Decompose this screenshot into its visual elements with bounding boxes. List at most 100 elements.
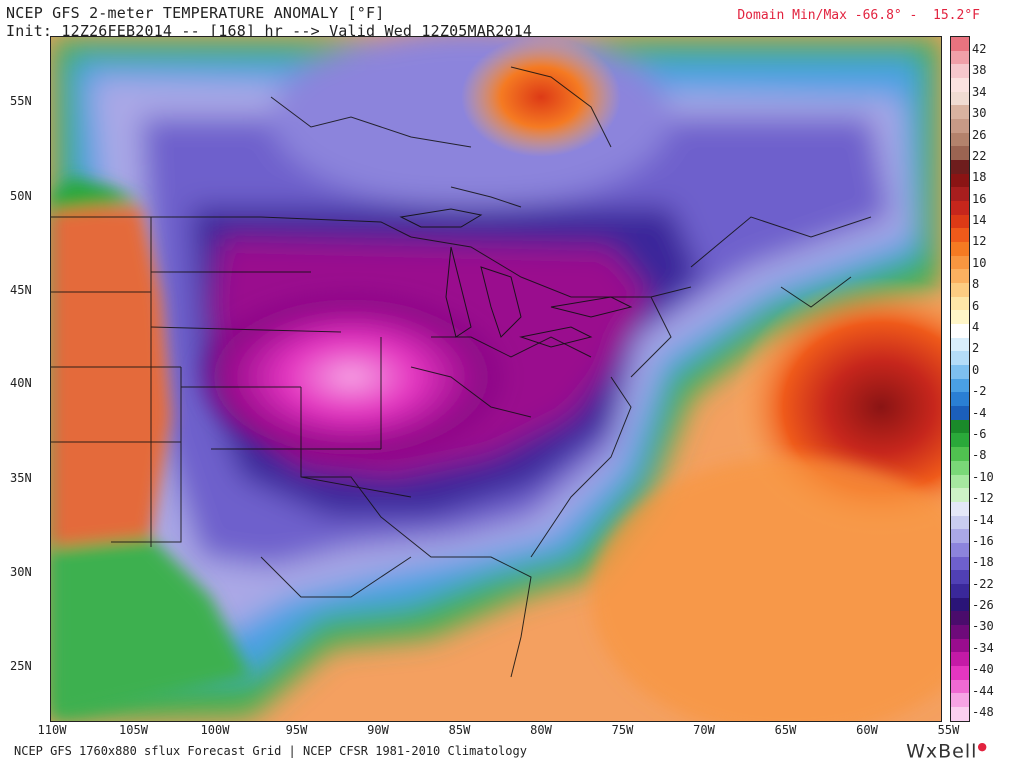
longitude-label: 95W [285,723,308,737]
color-scale-label: -8 [972,448,987,463]
color-scale-swatch [951,624,969,639]
color-scale-swatch [951,255,969,270]
color-scale-swatch [951,214,969,229]
color-scale-label: 4 [972,320,980,335]
color-scale-swatch [951,515,969,530]
color-scale-label: 16 [972,191,987,206]
color-scale-label: 22 [972,148,987,163]
color-scale-label: -44 [972,683,994,698]
color-scale-label: -30 [972,619,994,634]
color-scale-label: -48 [972,705,994,719]
longitude-label: 80W [530,723,552,737]
color-scale-swatch [951,638,969,653]
latitude-label: 40N [10,376,32,390]
longitude-label: 70W [693,723,715,737]
color-scale-label: 34 [972,84,987,99]
anomaly-field [51,37,941,721]
color-scale-label: 30 [972,106,987,121]
latitude-label: 50N [10,189,32,203]
longitude-label: 100W [200,723,230,737]
color-scale-swatch [951,119,969,133]
color-scale-label: -6 [972,426,987,441]
color-scale-label: 2 [972,341,980,356]
longitude-label: 60W [856,723,878,737]
longitude-label: 65W [774,723,797,737]
color-scale-swatch [951,447,969,461]
color-scale-swatch [951,187,969,202]
color-scale-swatch [951,529,969,543]
map-subtitle: Init: 12Z26FEB2014 -- [168] hr --> Valid… [6,22,533,40]
color-scale-swatch [951,37,969,51]
latitude-label: 35N [10,471,32,485]
color-scale-swatch [951,583,969,598]
color-scale-swatch [951,365,969,379]
cold-anomaly-core [191,287,511,467]
color-scale-swatch [951,105,969,120]
color-scale-swatch [951,378,969,393]
longitude-label: 110W [37,723,67,737]
color-scale-swatch [951,597,969,612]
color-scale-swatch [951,146,969,161]
logo-dot-icon: ● [977,740,988,753]
latitude-label: 30N [10,565,32,579]
footer-note: NCEP GFS 1760x880 sflux Forecast Grid | … [14,744,527,758]
color-scale [950,36,970,722]
color-scale-swatch [951,351,969,366]
color-scale-label: 18 [972,170,987,185]
color-scale-swatch [951,50,969,65]
color-scale-swatch [951,337,969,352]
map-title: NCEP GFS 2-meter TEMPERATURE ANOMALY [°F… [6,4,385,22]
color-scale-swatch [951,419,969,434]
latitude-label: 45N [10,283,32,297]
color-scale-swatch [951,228,969,243]
color-scale-swatch [951,310,969,325]
boundary-lines [51,66,872,678]
color-scale-label: -22 [972,576,994,591]
color-scale-label: -18 [972,555,994,570]
color-scale-swatch [951,556,969,571]
longitude-label: 90W [367,723,389,737]
hudson-warm-anomaly [461,37,621,157]
color-scale-swatch [951,665,969,680]
color-scale-swatch [951,474,969,489]
latitude-label: 55N [10,94,32,108]
color-scale-swatch [951,406,969,420]
color-scale-label: 0 [972,362,980,377]
color-scale-swatch [951,173,969,188]
great-lakes [399,208,633,348]
color-scale-label: -12 [972,491,994,506]
color-scale-swatch [951,269,969,284]
color-scale-swatch [951,679,969,694]
domain-minmax: Domain Min/Max -66.8° - 15.2°F [737,8,980,23]
color-scale-swatch [951,132,969,147]
anomaly-map [50,36,942,722]
color-scale-label: 6 [972,298,980,313]
color-scale-label: 8 [972,277,980,292]
color-scale-label: -26 [972,598,994,613]
color-scale-swatch [951,611,969,625]
color-scale-label: -4 [972,405,987,420]
color-scale-swatch [951,433,969,448]
color-scale-label: 10 [972,255,987,270]
color-scale-swatch [951,296,969,311]
color-scale-swatch [951,324,969,338]
color-scale-swatch [951,392,969,407]
color-scale-swatch [951,242,969,256]
color-scale-swatch [951,501,969,516]
color-scale-swatch [951,91,969,106]
color-scale-label: -34 [972,640,994,655]
longitude-label: 105W [119,723,148,737]
color-scale-label: 38 [972,63,987,78]
color-scale-swatch [951,64,969,79]
color-scale-swatch [951,283,969,297]
color-scale-label: 26 [972,127,987,142]
color-scale-swatch [951,706,969,721]
latitude-label: 25N [10,659,32,673]
color-scale-swatch [951,201,969,215]
longitude-label: 55W [937,723,960,737]
color-scale-swatch [951,542,969,557]
color-scale-label: -2 [972,384,987,399]
color-scale-swatch [951,460,969,475]
wxbell-logo: WxBell● [906,740,988,763]
color-scale-label: -40 [972,662,994,677]
